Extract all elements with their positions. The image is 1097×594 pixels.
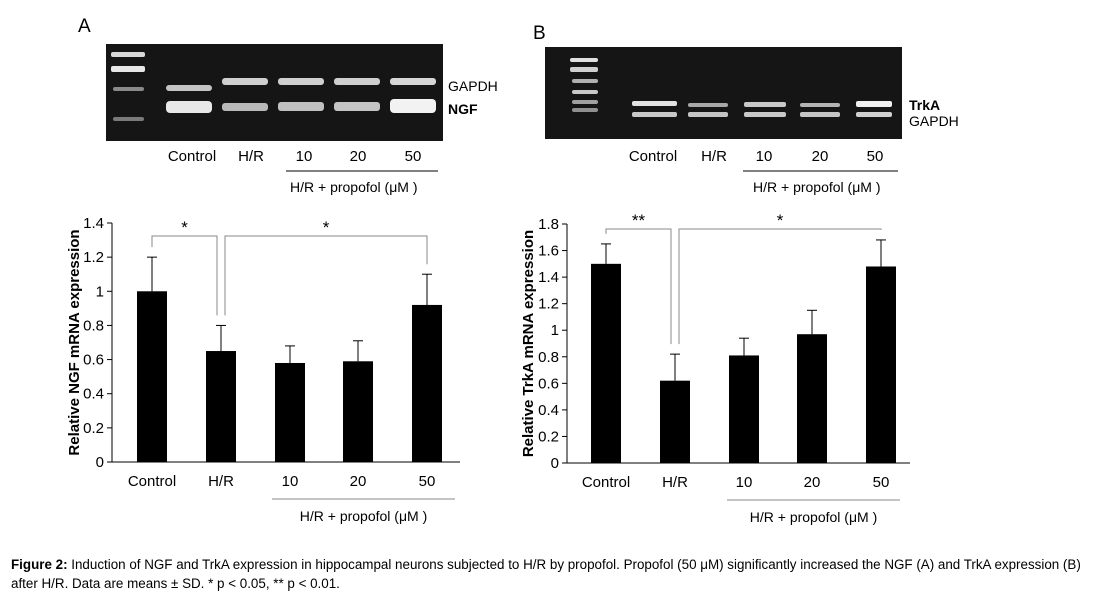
chart-a-significance-bracket: * (224, 218, 428, 316)
chart-a-y-tick-label: 1.4 (83, 215, 104, 232)
gel-b-lane-label: 10 (756, 148, 773, 165)
chart-a-y-tick-label: 0.8 (83, 317, 104, 334)
chart-b-x-tick-label: Control (582, 474, 630, 491)
chart-a-significance-bracket: * (151, 218, 218, 316)
gel-b-lane-label: 20 (812, 148, 829, 165)
chart-b-y-tick-label: 0.8 (538, 349, 559, 366)
gel-b-lane-label: Control (629, 148, 677, 165)
gel-a-lane-label: 50 (405, 148, 422, 165)
chart-b-group-label: H/R + propofol (μM ) (750, 509, 878, 525)
chart-a-x-tick-label: Control (128, 473, 176, 490)
chart-b-y-tick-label: 1 (551, 322, 559, 339)
gel-b-group-label: H/R + propofol (μM ) (753, 179, 881, 195)
chart-a-significance-label: * (323, 218, 330, 237)
chart-b-x-tick-label: 10 (736, 474, 753, 491)
gel-a-lane-label: H/R (238, 148, 264, 165)
chart-b-x-tick-label: H/R (662, 474, 688, 491)
figure-caption: Figure 2: Induction of NGF and TrkA expr… (11, 555, 1091, 593)
gel-image-b (545, 47, 902, 139)
chart-a-significance-label: * (181, 218, 188, 237)
gel-a-lane-label: 10 (296, 148, 313, 165)
gel-b-band-label-gapdh: GAPDH (909, 113, 959, 129)
chart-b-y-tick-label: 0.4 (538, 402, 559, 419)
chart-b-y-tick-label: 0.2 (538, 428, 559, 445)
chart-b-y-tick-label: 1.6 (538, 243, 559, 260)
caption-label: Figure 2: (11, 557, 68, 572)
chart-a-y-tick-label: 1.2 (83, 249, 104, 266)
chart-a-x-tick-label: H/R (208, 473, 234, 490)
chart-b-bar (660, 380, 690, 463)
chart-a-x-tick-label: 10 (282, 473, 299, 490)
chart-a-y-tick-label: 1 (96, 283, 104, 300)
gel-image-a (106, 44, 443, 141)
chart-a-y-axis-label: Relative NGF mRNA expression (66, 229, 83, 455)
chart-a-bar (343, 361, 373, 462)
chart-a-bar (137, 291, 167, 462)
panel-letter-a: A (78, 16, 91, 37)
chart-a-bar (206, 351, 236, 462)
chart-b-bar (866, 266, 896, 463)
chart-a-y-tick-label: 0.6 (83, 352, 104, 369)
chart-b-bar (797, 334, 827, 463)
chart-b-bar (591, 263, 621, 463)
gel-a-band-label-ngf: NGF (448, 101, 478, 117)
chart-a-y-tick-label: 0.2 (83, 420, 104, 437)
chart-b-significance-bracket: * (678, 211, 882, 345)
chart-b-significance-label: ** (632, 211, 646, 230)
chart-b-x-tick-label: 20 (804, 474, 821, 491)
chart-b-y-axis-label: Relative TrkA mRNA expression (520, 230, 537, 457)
gel-a-band-label-gapdh: GAPDH (448, 78, 498, 94)
chart-a-bar (412, 304, 442, 462)
chart-a-bar (275, 362, 305, 462)
chart-a-y-tick-label: 0 (96, 454, 104, 471)
chart-a-group-label: H/R + propofol (μM ) (300, 508, 428, 524)
chart-b-x-tick-label: 50 (873, 474, 890, 491)
chart-b-y-tick-label: 1.8 (538, 216, 559, 233)
caption-text: Induction of NGF and TrkA expression in … (11, 557, 1081, 591)
gel-a-group-label: H/R + propofol (μM ) (290, 179, 418, 195)
chart-a-y-tick-label: 0.4 (83, 386, 104, 403)
chart-b-significance-label: * (777, 211, 784, 230)
chart-b-significance-bracket: ** (605, 211, 672, 345)
chart-b-y-tick-label: 1.2 (538, 296, 559, 313)
chart-b-y-tick-label: 0 (551, 455, 559, 472)
gel-a-lane-label: Control (168, 148, 216, 165)
gel-a-lane-label: 20 (350, 148, 367, 165)
chart-a-x-tick-label: 20 (350, 473, 367, 490)
gel-b-lane-label: H/R (701, 148, 727, 165)
gel-b-lane-label: 50 (867, 148, 884, 165)
chart-b-y-tick-label: 0.6 (538, 375, 559, 392)
chart-a-x-tick-label: 50 (419, 473, 436, 490)
gel-b-band-label-trka: TrkA (909, 97, 940, 113)
chart-b-y-tick-label: 1.4 (538, 269, 559, 286)
chart-b-bar (729, 355, 759, 463)
panel-letter-b: B (533, 23, 546, 44)
